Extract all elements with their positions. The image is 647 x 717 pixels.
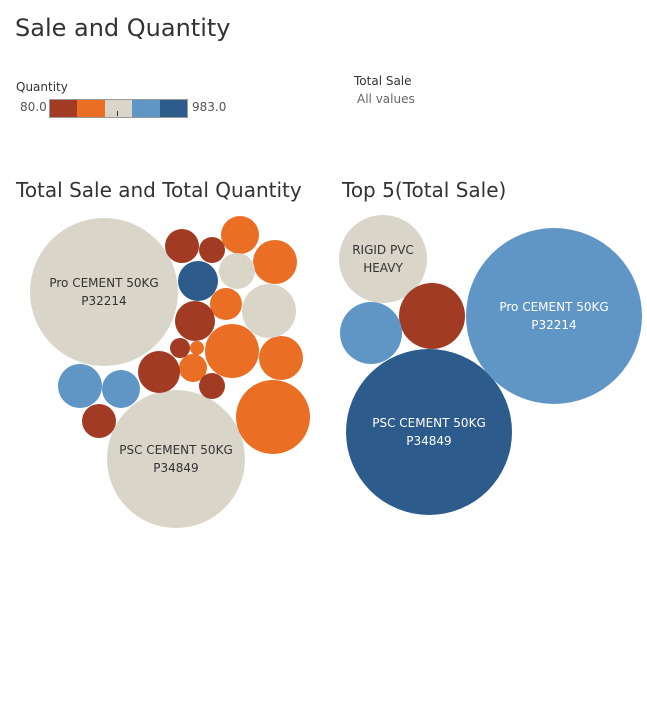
bubble-mark[interactable] (205, 324, 259, 378)
bubble-mark[interactable] (236, 380, 310, 454)
bubble-mark[interactable] (199, 237, 225, 263)
bubble-mark[interactable] (179, 354, 207, 382)
bubble-label-line: P34849 (153, 461, 198, 475)
bubble-label: Pro CEMENT 50KG P32214 (499, 300, 608, 332)
bubble-mark[interactable] (30, 218, 178, 366)
total-sale-legend: Total Sale All values (354, 74, 415, 106)
legend-color-step-4 (159, 100, 188, 117)
bubble-mark[interactable] (175, 301, 215, 341)
bubble-mark[interactable] (82, 404, 116, 438)
legend-color-step-1 (77, 100, 105, 117)
quantity-legend-scale: 80.0 983.0 (16, 98, 246, 120)
bubble-mark[interactable] (199, 373, 225, 399)
total-sale-legend-value[interactable]: All values (357, 92, 415, 106)
bubble-label-line: P32214 (81, 294, 126, 308)
legend-color-step-2 (104, 100, 133, 117)
total-sale-legend-title: Total Sale (354, 74, 412, 88)
quantity-legend: Quantity 80.0 983.0 (16, 80, 226, 118)
bubble-chart-title-all: Total Sale and Total Quantity (16, 178, 302, 202)
bubble-mark[interactable] (339, 215, 427, 303)
bubble-mark[interactable] (58, 364, 102, 408)
bubble-chart-top5: PSC CEMENT 50KG P34849 Pro CEMENT 50KG P322… (339, 215, 642, 515)
bubble-mark[interactable] (102, 370, 140, 408)
bubble-label-line: HEAVY (363, 261, 403, 275)
bubble-label: RIGID PVC HEAVY (352, 243, 414, 275)
bubble-chart-all-products: Pro CEMENT 50KG P32214 PSC CEMENT 50KG P348… (30, 216, 310, 528)
bubble-chart-title-top5: Top 5(Total Sale) (342, 178, 507, 202)
bubble-label-line: Pro CEMENT 50KG (49, 276, 158, 290)
legend-color-step-0 (50, 100, 78, 117)
quantity-legend-min: 80.0 (20, 100, 47, 114)
bubble-mark[interactable] (346, 349, 512, 515)
bubble-label-line: PSC CEMENT 50KG (372, 416, 486, 430)
bubble-mark[interactable] (399, 283, 465, 349)
bubble-mark[interactable] (219, 253, 255, 289)
bubble-label-line: PSC CEMENT 50KG (119, 443, 233, 457)
bubble-label: PSC CEMENT 50KG P34849 (372, 416, 486, 448)
bubble-mark[interactable] (210, 288, 242, 320)
bubble-mark[interactable] (259, 336, 303, 380)
bubble-mark[interactable] (165, 229, 199, 263)
legend-color-step-3 (132, 100, 160, 117)
bubble-mark[interactable] (253, 240, 297, 284)
dashboard-title: Sale and Quantity (15, 14, 231, 42)
bubble-mark[interactable] (138, 351, 180, 393)
bubble-label: PSC CEMENT 50KG P34849 (119, 443, 233, 475)
quantity-legend-midpoint-tick (117, 111, 118, 116)
bubble-mark[interactable] (340, 302, 402, 364)
bubble-mark[interactable] (242, 284, 296, 338)
bubble-label-line: RIGID PVC (352, 243, 414, 257)
bubble-mark[interactable] (170, 338, 190, 358)
quantity-color-ramp[interactable] (49, 99, 188, 118)
bubble-mark[interactable] (466, 228, 642, 404)
bubble-mark[interactable] (221, 216, 259, 254)
bubble-label-line: P32214 (531, 318, 576, 332)
bubble-mark[interactable] (107, 390, 245, 528)
bubble-label: Pro CEMENT 50KG P32214 (49, 276, 158, 308)
quantity-legend-max: 983.0 (192, 100, 227, 114)
bubble-mark[interactable] (178, 261, 218, 301)
bubble-label-line: Pro CEMENT 50KG (499, 300, 608, 314)
quantity-legend-title: Quantity (16, 80, 68, 94)
bubble-label-line: P34849 (406, 434, 451, 448)
bubble-mark[interactable] (190, 341, 204, 355)
